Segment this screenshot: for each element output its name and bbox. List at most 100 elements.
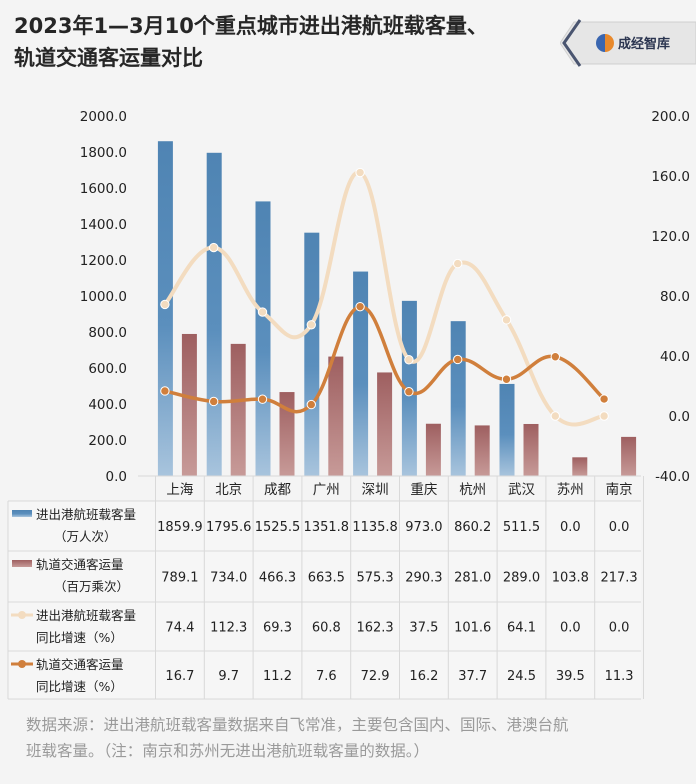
table-cell-value: 7.6 <box>316 669 337 684</box>
table-cell-value: 1135.8 <box>352 520 398 535</box>
flight-growth-point <box>550 411 560 421</box>
y-right-tick-label: 200.0 <box>651 109 690 125</box>
table-cell-value: 103.8 <box>552 571 589 586</box>
y-left-tick-label: 200.0 <box>88 433 127 449</box>
table-cell-value: 973.0 <box>405 520 442 535</box>
source-line-1: 数据来源：进出港航班载客量数据来自飞常准，主要包含国内、国际、港澳台航 <box>26 716 569 734</box>
flight-growth-point <box>501 315 512 325</box>
y-left-tick-label: 1000.0 <box>80 289 127 305</box>
legend-rail-ridership-swatch <box>12 560 32 567</box>
y-left-tick-label: 1400.0 <box>80 217 127 233</box>
table-cell-value: 281.0 <box>454 571 491 586</box>
table-cell-value: 289.0 <box>503 571 540 586</box>
x-category-label: 杭州 <box>459 482 486 498</box>
title-line-1: 2023年1—3月10个重点城市进出港航班载客量、 <box>14 14 488 38</box>
table-cell-value: 860.2 <box>454 520 491 535</box>
x-category-label: 成都 <box>264 482 291 498</box>
table-cell-value: 1859.9 <box>157 520 203 535</box>
y-left-tick-label: 1600.0 <box>80 181 127 197</box>
bar-rail-ridership <box>572 457 588 476</box>
bar-rail-ridership <box>621 436 637 476</box>
bar-flight-passengers <box>353 271 369 476</box>
chart-title: 2023年1—3月10个重点城市进出港航班载客量、 轨道交通客运量对比 <box>14 10 554 74</box>
table-cell-value: 734.0 <box>210 571 247 586</box>
bar-rail-ridership <box>523 423 539 476</box>
table-cell-value: 37.7 <box>458 669 487 684</box>
y-left-tick-label: 2000.0 <box>80 109 127 125</box>
y-right-tick-label: 80.0 <box>660 289 690 305</box>
brand-name: 成经智库 <box>618 37 671 52</box>
data-table-bg <box>8 501 641 699</box>
bar-rail-ridership <box>377 372 393 476</box>
bar-rail-ridership <box>474 425 490 476</box>
bar-rail-ridership <box>279 392 295 476</box>
flight-growth-point <box>160 299 170 310</box>
table-cell-value: 0.0 <box>560 520 581 535</box>
rail-growth-point <box>209 396 219 407</box>
x-category-label: 重庆 <box>410 482 437 498</box>
flight-growth-point <box>404 355 414 365</box>
brand-logo-icon <box>596 34 614 52</box>
table-cell-value: 1525.5 <box>255 520 301 535</box>
legend-rail-ridership-label-1: 轨道交通客运量 <box>36 557 124 572</box>
brand-badge <box>560 19 696 67</box>
table-cell-value: 217.3 <box>600 571 637 586</box>
legend-flight-passengers-label-1: 进出港航班载客量 <box>36 507 136 522</box>
rail-growth-point <box>306 399 316 410</box>
table-cell-value: 11.2 <box>263 669 292 684</box>
x-category-label: 苏州 <box>557 482 584 498</box>
rail-growth-point <box>453 354 463 365</box>
y-right-tick-label: 40.0 <box>660 349 690 365</box>
x-category-label: 深圳 <box>362 482 389 498</box>
bar-rail-ridership <box>181 333 197 476</box>
table-cell-value: 101.6 <box>454 621 491 636</box>
y-left-tick-label: 800.0 <box>88 325 127 341</box>
flight-growth-point <box>599 411 609 421</box>
table-cell-value: 39.5 <box>556 669 585 684</box>
rail-growth-point <box>404 387 414 397</box>
flight-growth-point <box>209 242 219 253</box>
table-cell-value: 1351.8 <box>304 520 350 535</box>
table-cell-value: 74.4 <box>165 621 194 636</box>
bar-flight-passengers <box>499 383 515 476</box>
table-cell-value: 663.5 <box>308 571 345 586</box>
table-cell-value: 466.3 <box>259 571 296 586</box>
y-left-tick-label: 0.0 <box>106 469 127 485</box>
table-cell-value: 72.9 <box>361 669 390 684</box>
flight-growth-point <box>453 258 463 269</box>
x-category-label: 广州 <box>313 482 340 498</box>
y-left-tick-label: 400.0 <box>88 397 127 413</box>
table-cell-value: 575.3 <box>356 571 393 586</box>
rail-growth-point <box>355 301 365 312</box>
legend-rail-ridership-label-2: （百万乘次） <box>54 579 129 594</box>
table-cell-value: 64.1 <box>507 621 536 636</box>
bar-flight-passengers <box>206 152 222 477</box>
flight-growth-point <box>257 307 268 317</box>
y-right-tick-label: -40.0 <box>655 469 690 485</box>
legend-flight-passengers-label-2: （万人次） <box>54 529 117 544</box>
bar-rail-ridership <box>230 343 246 476</box>
flight-growth-line <box>162 170 607 427</box>
legend-flight-passengers-swatch <box>12 510 32 517</box>
legend-flight-growth-label-1: 进出港航班载客量 <box>36 608 136 623</box>
table-cell-value: 11.3 <box>605 669 634 684</box>
table-cell-value: 0.0 <box>560 621 581 636</box>
y-right-tick-label: 160.0 <box>651 169 690 185</box>
table-cell-value: 16.2 <box>409 669 438 684</box>
table-cell-value: 0.0 <box>609 621 630 636</box>
table-cell-value: 162.3 <box>356 621 393 636</box>
table-cell-value: 1795.6 <box>206 520 252 535</box>
rail-growth-point <box>550 352 560 362</box>
y-left-tick-label: 1200.0 <box>80 253 127 269</box>
rail-growth-point <box>160 386 170 396</box>
table-cell-value: 60.8 <box>312 621 341 636</box>
legend-rail-growth-label-2: 同比增速（%） <box>36 679 123 694</box>
legend-rail-growth-marker <box>18 660 26 668</box>
legend-rail-growth-label-1: 轨道交通客运量 <box>36 657 124 672</box>
table-cell-value: 9.7 <box>218 669 239 684</box>
x-category-label: 南京 <box>606 482 633 498</box>
table-cell-value: 69.3 <box>263 621 292 636</box>
title-line-2: 轨道交通客运量对比 <box>14 46 203 70</box>
table-cell-value: 290.3 <box>405 571 442 586</box>
bar-rail-ridership <box>328 356 344 476</box>
